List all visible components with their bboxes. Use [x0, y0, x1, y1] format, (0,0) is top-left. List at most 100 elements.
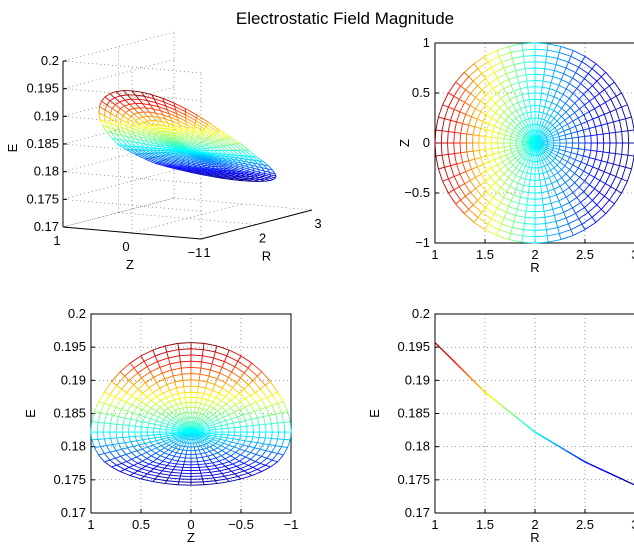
- mesh-ring-segment: [162, 389, 170, 394]
- mesh-ring-segment: [468, 116, 472, 126]
- mesh-ring-segment: [171, 471, 182, 474]
- mesh-spoke-segment: [250, 401, 257, 406]
- mesh-ring-segment: [141, 153, 151, 159]
- mesh-spoke-segment: [206, 405, 211, 411]
- mesh-spoke-segment: [581, 161, 588, 165]
- mesh-ring-segment: [607, 152, 610, 163]
- mesh-spoke-segment: [202, 404, 206, 410]
- mesh-spoke-segment: [549, 154, 556, 159]
- mesh-spoke-segment: [183, 140, 186, 144]
- mesh-ring-segment: [265, 407, 270, 416]
- mesh-spoke-segment: [506, 94, 511, 100]
- mesh-spoke-segment: [212, 462, 216, 466]
- mesh-ring-segment: [155, 163, 167, 167]
- mesh-ring-segment: [169, 462, 177, 465]
- mesh-spoke-segment: [615, 176, 622, 180]
- mesh-spoke-segment: [181, 442, 185, 447]
- mesh-ring-segment: [268, 165, 273, 171]
- mesh-ring-segment: [556, 191, 564, 196]
- mesh-spoke-segment: [159, 160, 162, 163]
- mesh-ring-segment: [609, 163, 614, 175]
- mesh-spoke-segment: [199, 436, 205, 441]
- mesh-spoke-segment: [541, 140, 548, 143]
- mesh-spoke-segment: [159, 124, 164, 129]
- mesh-spoke-segment: [212, 155, 218, 158]
- mesh-ring-segment: [235, 448, 241, 453]
- mesh-spoke-segment: [539, 135, 546, 140]
- mesh-spoke-segment: [219, 420, 226, 423]
- x-tick-label: 1: [431, 247, 438, 262]
- mesh-ring-segment: [160, 455, 167, 459]
- mesh-spoke-segment: [221, 463, 226, 467]
- mesh-ring-segment: [202, 455, 208, 458]
- mesh-ring-segment: [141, 139, 146, 145]
- mesh-spoke-segment: [590, 149, 598, 152]
- mesh-ring-segment: [511, 172, 517, 176]
- mesh-ring-segment: [245, 398, 251, 406]
- mesh-spoke-segment: [183, 157, 185, 159]
- mesh-ring-segment: [610, 99, 617, 110]
- mesh-ring-segment: [509, 185, 517, 190]
- mesh-spoke-segment: [139, 136, 146, 139]
- mesh-spoke-segment: [213, 477, 216, 481]
- mesh-ring-segment: [174, 455, 180, 458]
- mesh-ring-segment: [146, 452, 152, 457]
- mesh-ring-segment: [146, 400, 152, 406]
- mesh-ring-segment: [189, 169, 200, 173]
- mesh-spoke-segment: [234, 393, 240, 398]
- mesh-ring-segment: [574, 167, 579, 174]
- mesh-ring-segment: [131, 458, 139, 464]
- mesh-spoke-segment: [537, 118, 539, 125]
- mesh-spoke-segment: [225, 440, 232, 443]
- mesh-spoke-segment: [178, 349, 181, 356]
- mesh-ring-segment: [572, 186, 580, 193]
- mesh-spoke-segment: [163, 146, 169, 149]
- mesh-spoke-segment: [184, 434, 189, 439]
- mesh-spoke-segment: [172, 134, 177, 139]
- mesh-ring-segment: [260, 388, 268, 398]
- mesh-spoke-segment: [529, 124, 533, 132]
- mesh-ring-segment: [207, 381, 216, 385]
- mesh-spoke-segment: [245, 395, 251, 400]
- mesh-spoke-segment: [269, 176, 276, 179]
- mesh-ring-segment: [510, 149, 513, 153]
- mesh-spoke-segment: [494, 178, 500, 184]
- mesh-ring-segment: [557, 133, 560, 137]
- mesh-spoke-segment: [110, 404, 117, 408]
- mesh-ring-segment: [513, 194, 521, 198]
- mesh-ring-segment: [169, 361, 181, 365]
- mesh-ring-segment: [256, 417, 260, 426]
- mesh-ring-segment: [121, 380, 130, 390]
- mesh-ring-segment: [496, 45, 510, 52]
- mesh-ring-segment: [269, 381, 278, 393]
- mesh-ring-segment: [225, 410, 230, 415]
- mesh-spoke-segment: [111, 464, 117, 468]
- mesh-spoke-segment: [456, 161, 463, 165]
- mesh-spoke-segment: [178, 167, 180, 169]
- mesh-ring-segment: [196, 117, 208, 126]
- x-tick-label: 1: [87, 517, 94, 532]
- mesh-ring-segment: [219, 139, 227, 146]
- mesh-spoke-segment: [126, 136, 132, 139]
- mesh-spoke-segment: [584, 207, 589, 213]
- mesh-ring-segment: [166, 349, 179, 353]
- mesh-ring-segment: [243, 458, 251, 464]
- mesh-spoke-segment: [219, 157, 225, 160]
- mesh-ring-segment: [281, 439, 285, 447]
- mesh-spoke-segment: [584, 135, 591, 137]
- mesh-spoke-segment: [462, 160, 469, 163]
- mesh-spoke-segment: [448, 176, 455, 180]
- mesh-ring-segment: [459, 102, 466, 113]
- mesh-spoke-segment: [550, 110, 555, 117]
- mesh-ring-segment: [258, 432, 261, 438]
- mesh-ring-segment: [157, 475, 169, 479]
- mesh-spoke-segment: [480, 180, 486, 186]
- mesh-spoke-segment: [189, 155, 192, 159]
- mesh-ring-segment: [480, 94, 487, 102]
- mesh-spoke-segment: [569, 125, 576, 130]
- mesh-spoke-segment: [158, 440, 165, 444]
- mesh-ring-segment: [459, 133, 462, 144]
- mesh-ring-segment: [447, 95, 455, 108]
- mesh-spoke-segment: [572, 192, 578, 198]
- mesh-spoke-segment: [525, 147, 531, 153]
